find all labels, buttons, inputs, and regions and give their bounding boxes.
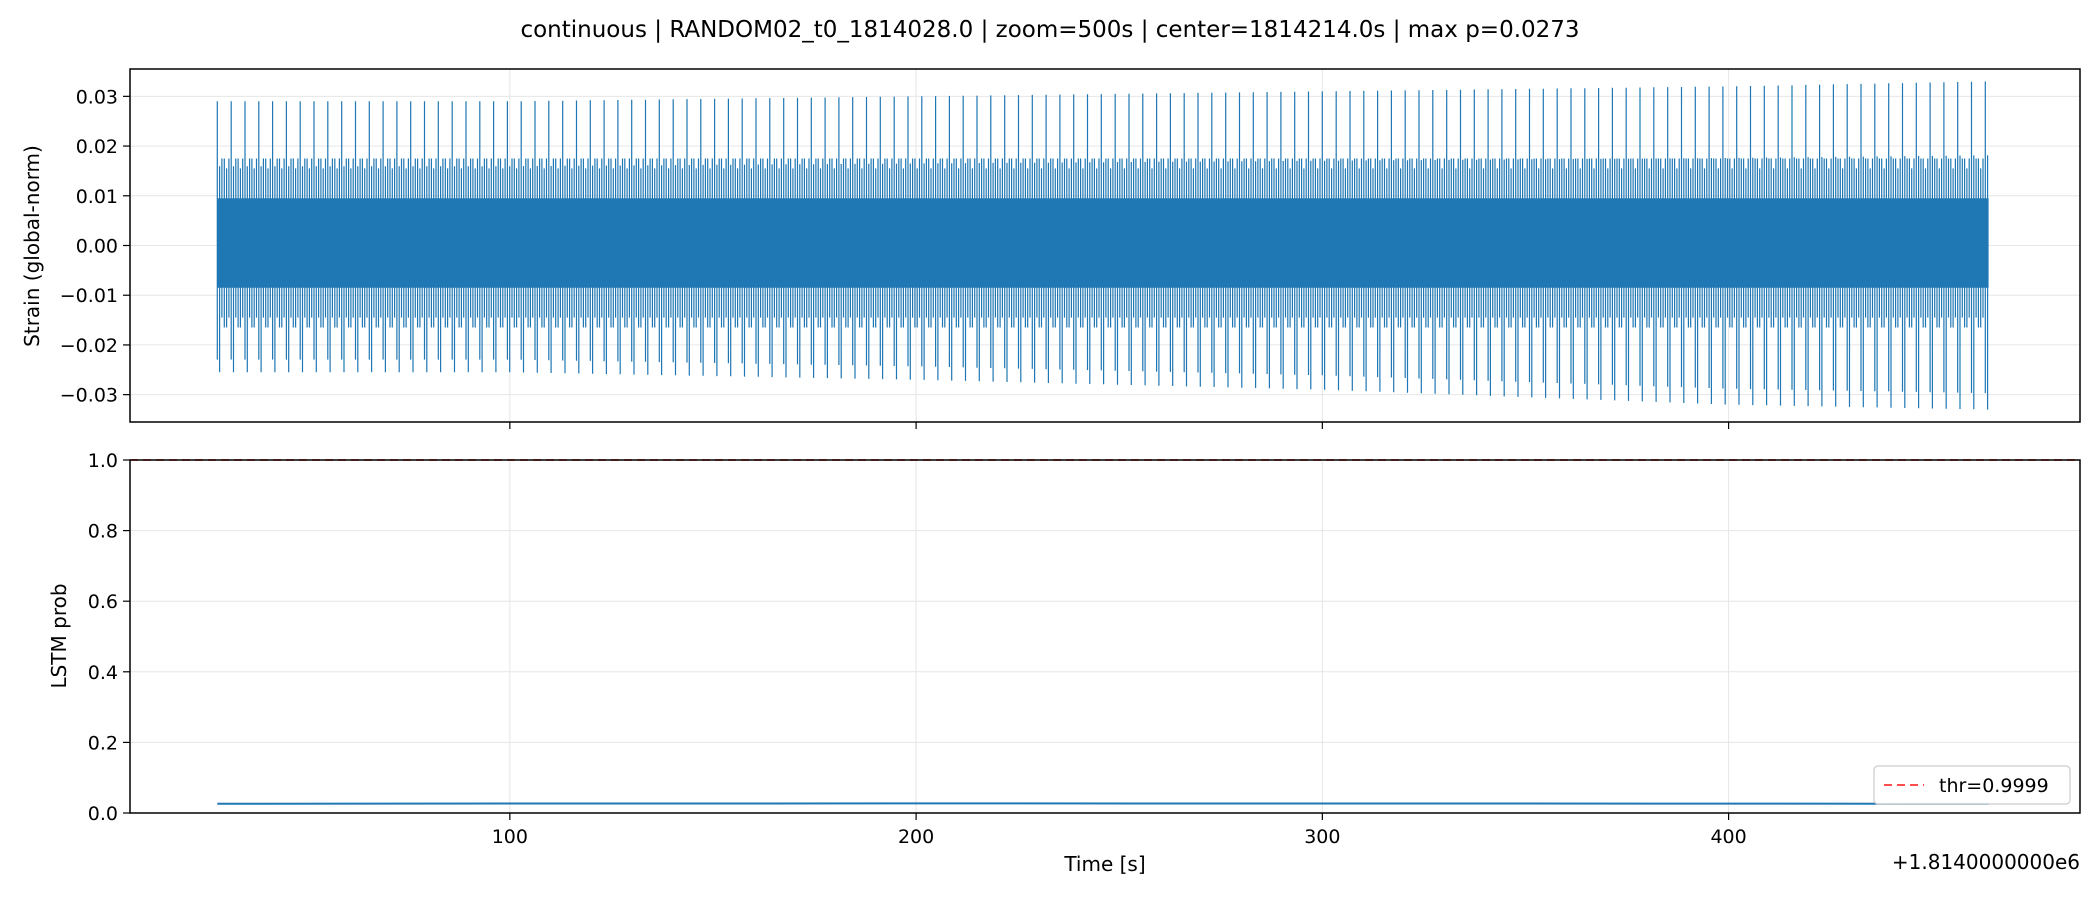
strain-y-tick-label: −0.02 [60, 335, 118, 357]
strain-y-tick-label: 0.00 [76, 236, 118, 258]
legend: thr=0.9999 [1873, 765, 2071, 805]
probability-axes-frame [129, 459, 2081, 814]
strain-y-tick-label: −0.01 [60, 285, 118, 307]
figure-title: continuous | RANDOM02_t0_1814028.0 | zoo… [520, 17, 1579, 43]
strain-y-tick-label: 0.02 [76, 136, 118, 158]
strain-trace [216, 81, 1989, 410]
strain-core-band [217, 198, 1989, 288]
strain-y-ticks: −0.03 −0.02 −0.01 0.00 0.01 0.02 0.03 [60, 86, 130, 407]
probability-x-ticks: 100 200 300 400 [492, 813, 1747, 848]
probability-y-tick-label: 0.4 [88, 662, 118, 684]
probability-x-tick-label: 400 [1710, 826, 1746, 848]
probability-x-tick-label: 200 [898, 826, 934, 848]
legend-threshold-label: thr=0.9999 [1939, 775, 2049, 797]
probability-y-tick-label: 0.0 [88, 803, 118, 825]
probability-y-tick-label: 0.6 [88, 591, 118, 613]
strain-x-ticks [509, 422, 1730, 429]
probability-x-tick-label: 300 [1304, 826, 1340, 848]
legend-box [1873, 765, 2071, 805]
strain-panel: −0.03 −0.02 −0.01 0.00 0.01 0.02 0.03 Strain (… [20, 68, 2081, 429]
x-axis-label: Time [s] [1063, 852, 1145, 876]
probability-y-tick-label: 0.2 [88, 732, 118, 754]
probability-y-ticks: 0.0 0.2 0.4 0.6 0.8 1.0 [88, 450, 130, 825]
strain-y-label: Strain (global-norm) [20, 145, 44, 347]
probability-y-tick-label: 1.0 [88, 450, 118, 472]
strain-y-tick-label: 0.03 [76, 86, 118, 108]
probability-y-tick-label: 0.8 [88, 521, 118, 543]
probability-panel: 0.0 0.2 0.4 0.6 0.8 1.0 100 200 300 400 LSTM pro… [47, 450, 2081, 876]
probability-y-label: LSTM prob [47, 583, 71, 688]
strain-y-tick-label: −0.03 [60, 385, 118, 407]
strain-y-tick-label: 0.01 [76, 186, 118, 208]
probability-x-tick-label: 100 [492, 826, 528, 848]
x-offset-label: +1.8140000000e6 [1892, 850, 2080, 874]
